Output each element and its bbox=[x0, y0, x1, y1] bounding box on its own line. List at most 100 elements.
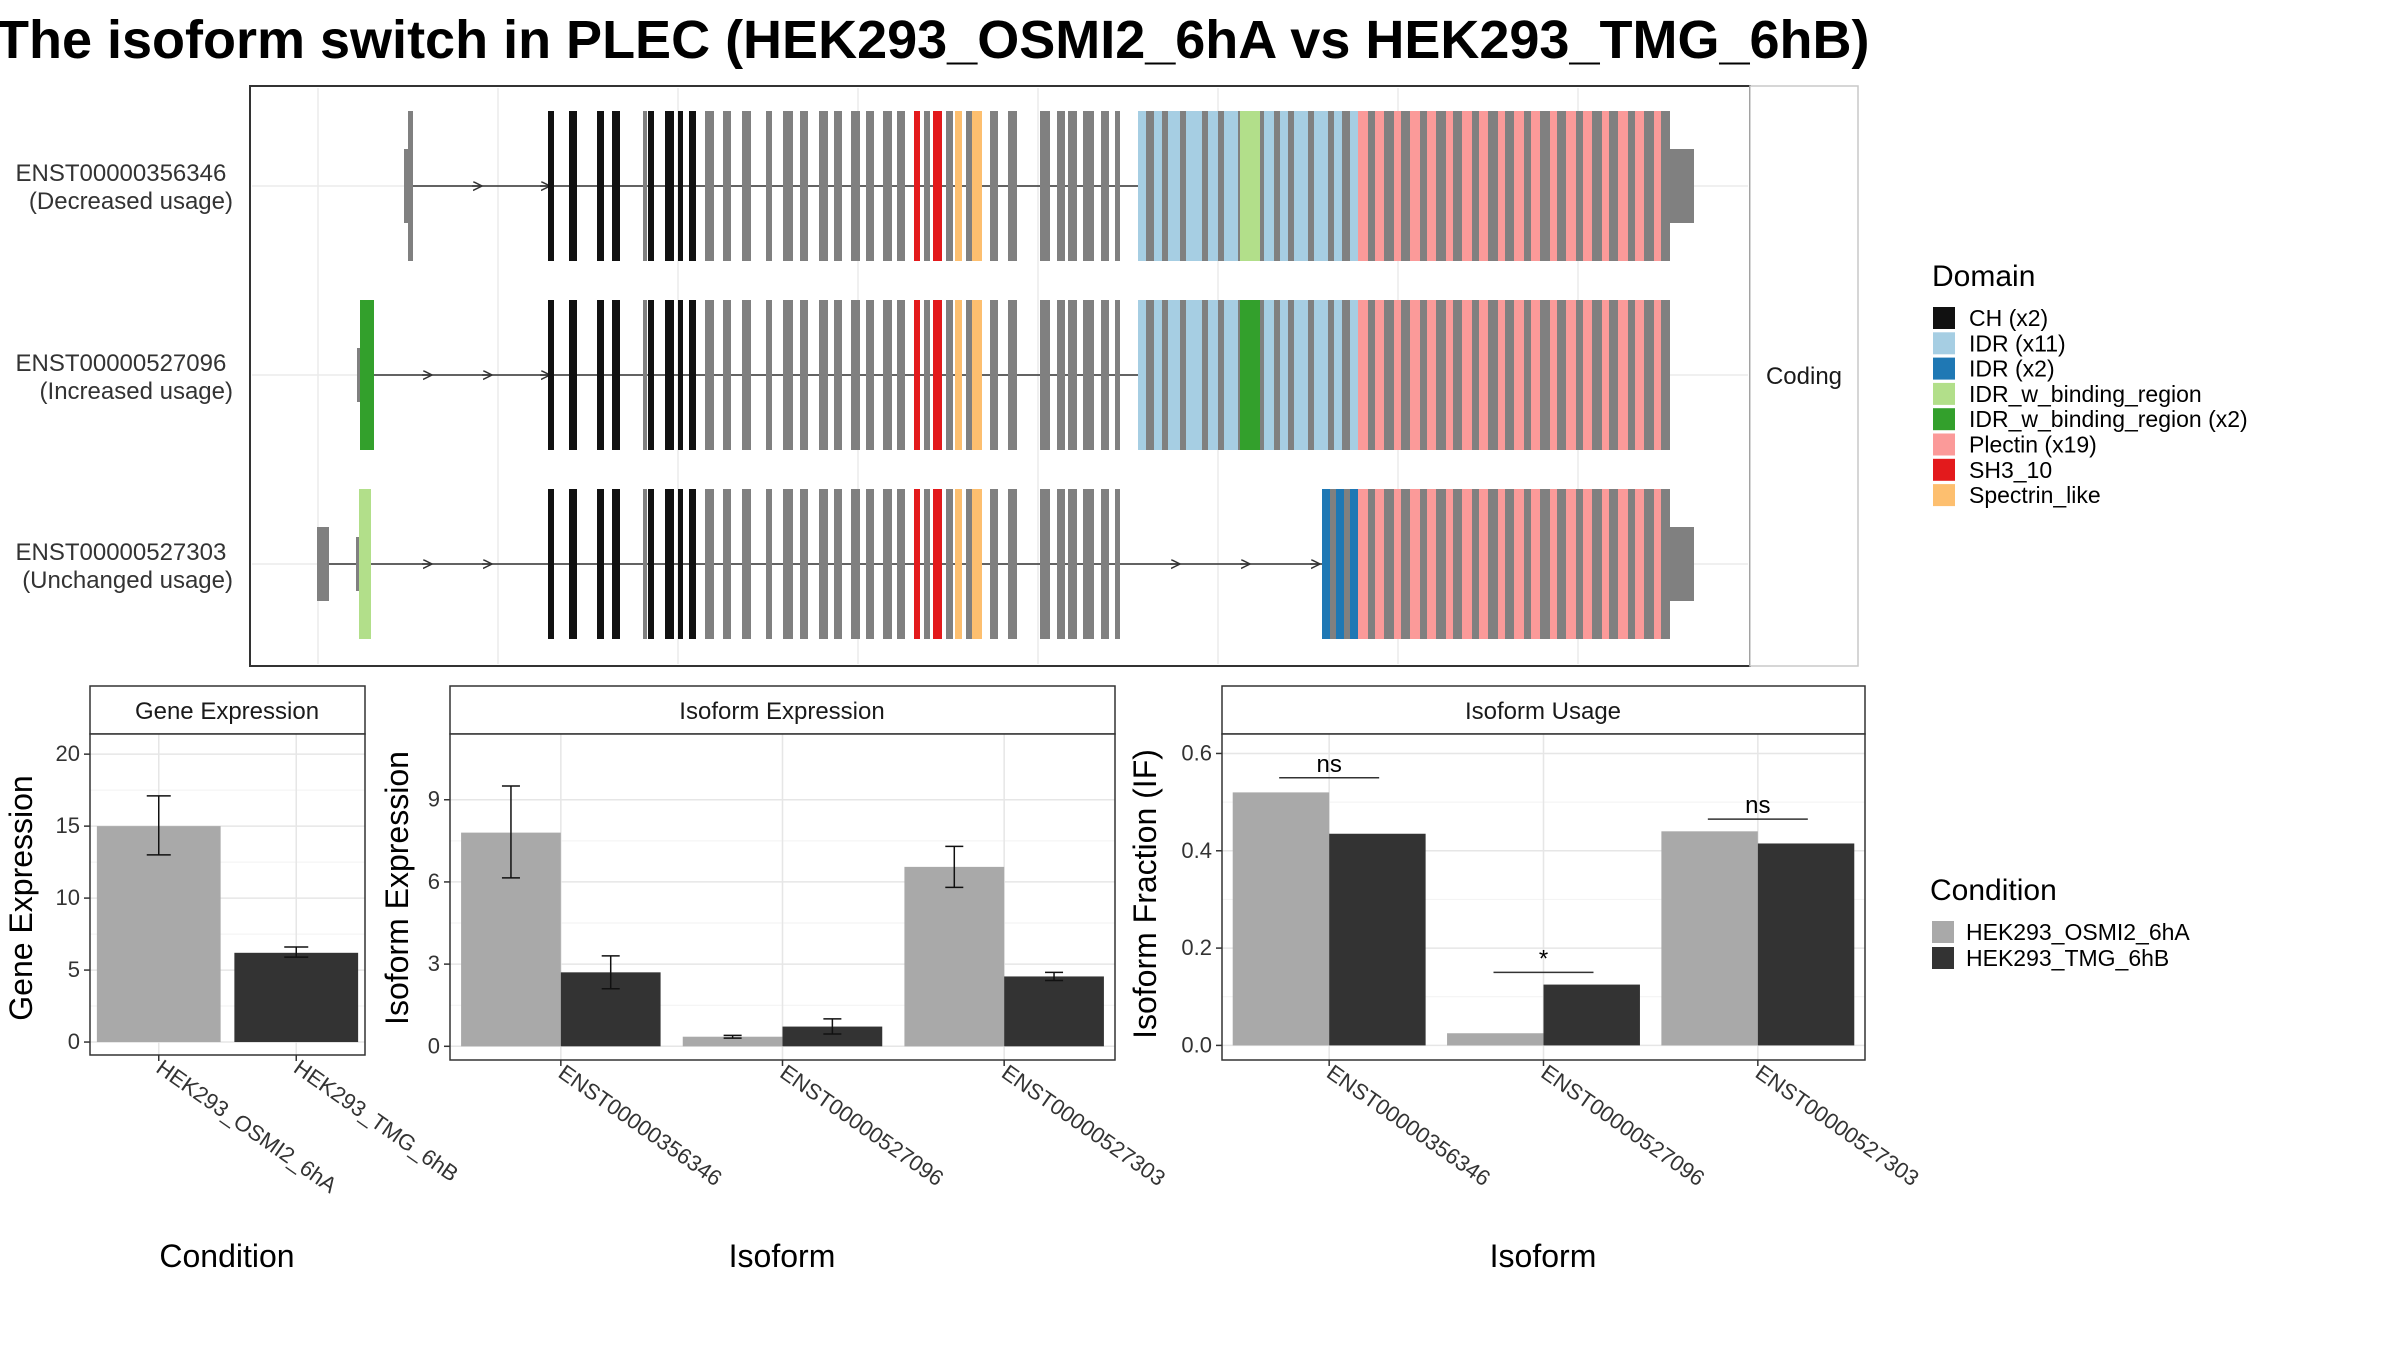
exon bbox=[1394, 111, 1401, 261]
exon bbox=[1592, 111, 1602, 261]
gene-expression-y-title: Gene Expression bbox=[3, 775, 39, 1020]
exon bbox=[1410, 489, 1420, 639]
exon bbox=[1566, 489, 1576, 639]
exon bbox=[1557, 489, 1566, 639]
isoform-usage-strip-title: Isoform Usage bbox=[1465, 698, 1621, 725]
transcript-label-1: ENST00000356346 (Decreased usage) bbox=[15, 160, 233, 215]
exon bbox=[1314, 300, 1328, 450]
exon bbox=[851, 489, 860, 639]
exon bbox=[1192, 300, 1202, 450]
isoform-expression-x-title: Isoform bbox=[729, 1238, 836, 1274]
exon bbox=[742, 111, 751, 261]
exon bbox=[1550, 489, 1557, 639]
exon bbox=[1083, 111, 1094, 261]
exon bbox=[1083, 300, 1094, 450]
bar bbox=[1757, 843, 1855, 1046]
exon bbox=[723, 489, 731, 639]
exon bbox=[1274, 111, 1280, 261]
x-tick-label: ENST00000527303 bbox=[997, 1060, 1170, 1191]
domain-legend-key bbox=[1933, 307, 1955, 329]
exon bbox=[742, 300, 751, 450]
bar bbox=[1232, 792, 1330, 1046]
exon bbox=[1040, 300, 1050, 450]
exon bbox=[1531, 489, 1540, 639]
exon bbox=[1566, 300, 1576, 450]
transcript-label-2: ENST00000527096 (Increased usage) bbox=[15, 350, 233, 405]
exon bbox=[1368, 489, 1375, 639]
bar bbox=[1543, 984, 1640, 1046]
exon bbox=[914, 489, 920, 639]
condition-legend-title: Condition bbox=[1930, 874, 2057, 907]
exon bbox=[866, 300, 874, 450]
isoform-usage-x-title: Isoform bbox=[1490, 1238, 1597, 1274]
exon bbox=[1592, 489, 1602, 639]
exon bbox=[914, 300, 920, 450]
exon bbox=[1436, 111, 1446, 261]
exon bbox=[1462, 489, 1472, 639]
domain-legend-label: SH3_10 bbox=[1969, 457, 2052, 483]
exon bbox=[1186, 111, 1192, 261]
exon bbox=[1192, 111, 1202, 261]
exon bbox=[1488, 111, 1498, 261]
facet-strip bbox=[1749, 85, 1859, 667]
transcript-label-3: ENST00000527303 (Unchanged usage) bbox=[15, 539, 233, 594]
exon bbox=[705, 111, 714, 261]
exon bbox=[1628, 111, 1635, 261]
y-tick-label: 6 bbox=[428, 869, 440, 894]
exon bbox=[1524, 489, 1531, 639]
exon bbox=[1280, 111, 1288, 261]
bar bbox=[96, 826, 221, 1043]
exon bbox=[946, 489, 953, 639]
exon bbox=[1008, 300, 1017, 450]
exon bbox=[966, 300, 972, 450]
exon bbox=[851, 300, 860, 450]
exon bbox=[1453, 489, 1462, 639]
isoform-expression-panel: Isoform Expression 0 3 6 9 ENST00000356346 EN… bbox=[379, 685, 1170, 1274]
exon bbox=[1602, 489, 1609, 639]
exon bbox=[897, 489, 905, 639]
domain-legend-label: Plectin (x19) bbox=[1969, 432, 2097, 458]
exon bbox=[1146, 111, 1154, 261]
exon bbox=[1280, 300, 1288, 450]
exon bbox=[705, 300, 714, 450]
bar bbox=[1004, 976, 1104, 1047]
exon bbox=[1410, 111, 1420, 261]
exon bbox=[1115, 111, 1120, 261]
exon bbox=[1635, 489, 1644, 639]
exon bbox=[955, 489, 962, 639]
exon bbox=[1609, 489, 1618, 639]
exon bbox=[966, 489, 972, 639]
exon bbox=[1472, 111, 1479, 261]
y-tick-label: 0 bbox=[428, 1033, 440, 1058]
exon bbox=[548, 111, 554, 261]
exon bbox=[1550, 111, 1557, 261]
x-tick-label: ENST00000356346 bbox=[1322, 1060, 1495, 1191]
bar bbox=[1661, 831, 1758, 1046]
exon bbox=[597, 300, 604, 450]
exon bbox=[800, 300, 808, 450]
exon bbox=[597, 489, 604, 639]
exon bbox=[1498, 300, 1505, 450]
exon bbox=[1180, 300, 1186, 450]
exon bbox=[1375, 111, 1384, 261]
exon bbox=[914, 111, 920, 261]
exon bbox=[819, 489, 828, 639]
exon bbox=[1420, 111, 1427, 261]
exon bbox=[648, 489, 654, 639]
exon bbox=[1330, 489, 1336, 639]
exon bbox=[1446, 300, 1453, 450]
exon bbox=[612, 300, 620, 450]
y-tick-label: 0.4 bbox=[1181, 838, 1212, 863]
domain-legend-key bbox=[1933, 433, 1955, 456]
exon bbox=[1264, 300, 1274, 450]
exon bbox=[933, 300, 942, 450]
exon bbox=[1350, 111, 1358, 261]
y-tick-label: 0.0 bbox=[1181, 1032, 1212, 1057]
isoform-expression-strip-title: Isoform Expression bbox=[679, 698, 884, 725]
transcript-track bbox=[357, 300, 1670, 450]
exon bbox=[1115, 300, 1120, 450]
exon bbox=[1635, 300, 1644, 450]
exon bbox=[723, 300, 731, 450]
exon bbox=[897, 300, 905, 450]
exon bbox=[1436, 300, 1446, 450]
